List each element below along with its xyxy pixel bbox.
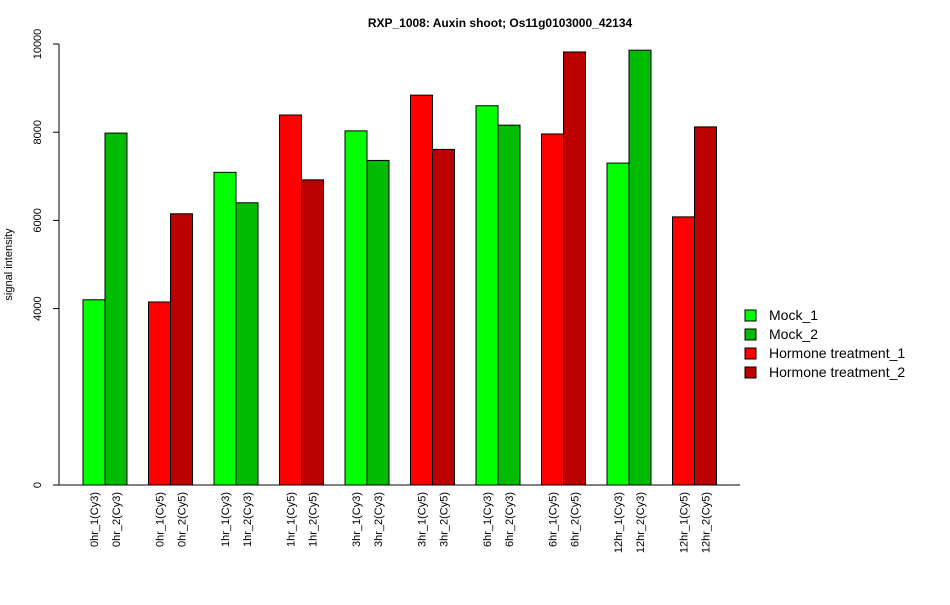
legend-swatch [744,328,757,341]
bar [628,49,652,486]
legend-label: Hormone treatment_2 [769,364,905,380]
x-tick-label: 12hr_2(Cy3) [635,492,647,553]
bar [279,114,302,486]
bar [301,179,324,486]
x-tick-label: 12hr_1(Cy3) [613,492,625,553]
x-tick-label: 0hr_1(Cy5) [155,492,167,547]
x-tick-label: 1hr_1(Cy5) [286,492,298,547]
legend-label: Mock_2 [769,326,818,342]
x-tick-label: 6hr_2(Cy3) [504,492,516,547]
x-tick-label: 12hr_1(Cy5) [679,492,691,553]
bar [432,148,455,486]
x-tick-label: 1hr_2(Cy3) [242,492,254,547]
legend-swatch [744,309,757,322]
x-tick-label: 3hr_2(Cy3) [373,492,385,547]
y-axis: 0 4000 6000 8000 10000 [32,29,60,488]
bar [235,202,259,486]
x-tick-label: 1hr_1(Cy3) [220,492,232,547]
bar [541,133,564,486]
bar [497,124,521,486]
x-tick-label: 6hr_2(Cy5) [570,492,582,547]
bar [606,162,630,486]
bar [694,126,717,486]
x-tick-label: 3hr_1(Cy3) [351,492,363,547]
bar [410,94,433,486]
bar [170,213,193,486]
y-tick-label: 8000 [32,120,44,144]
legend: Mock_1 Mock_2 Hormone treatment_1 Hormone t… [744,307,905,380]
bar [475,105,499,486]
chart-title: RXP_1008: Auxin shoot; Os11g0103000_4213… [368,16,633,30]
legend-swatch [744,347,757,360]
bar [344,130,368,486]
bar [563,51,586,486]
x-tick-label: 0hr_1(Cy3) [89,492,101,547]
bar [213,171,237,486]
bar [148,301,171,486]
bar [82,299,106,486]
x-tick-label: 0hr_2(Cy5) [177,492,189,547]
y-axis-label: signal intensity [3,228,15,301]
x-tick-label: 3hr_2(Cy5) [439,492,451,547]
bar [104,132,128,486]
x-tick-label: 3hr_1(Cy5) [417,492,429,547]
y-tick-label: 4000 [32,296,44,320]
x-tick-label: 1hr_2(Cy5) [308,492,320,547]
x-tick-label: 6hr_1(Cy5) [548,492,560,547]
x-tick-label: 12hr_2(Cy5) [701,492,713,553]
bar [366,159,390,486]
legend-label: Mock_1 [769,307,818,323]
x-tick-labels: 0hr_1(Cy3) 0hr_2(Cy3) 0hr_1(Cy5) 0hr_2(Cy5)… [89,492,713,553]
x-tick-label: 6hr_1(Cy3) [482,492,494,547]
legend-label: Hormone treatment_1 [769,345,905,361]
y-tick-label: 0 [32,482,44,488]
x-tick-label: 0hr_2(Cy3) [111,492,123,547]
y-tick-label: 6000 [32,208,44,232]
bar [672,216,695,486]
y-tick-label: 10000 [32,29,44,60]
legend-swatch [744,366,757,379]
bars [82,49,717,486]
